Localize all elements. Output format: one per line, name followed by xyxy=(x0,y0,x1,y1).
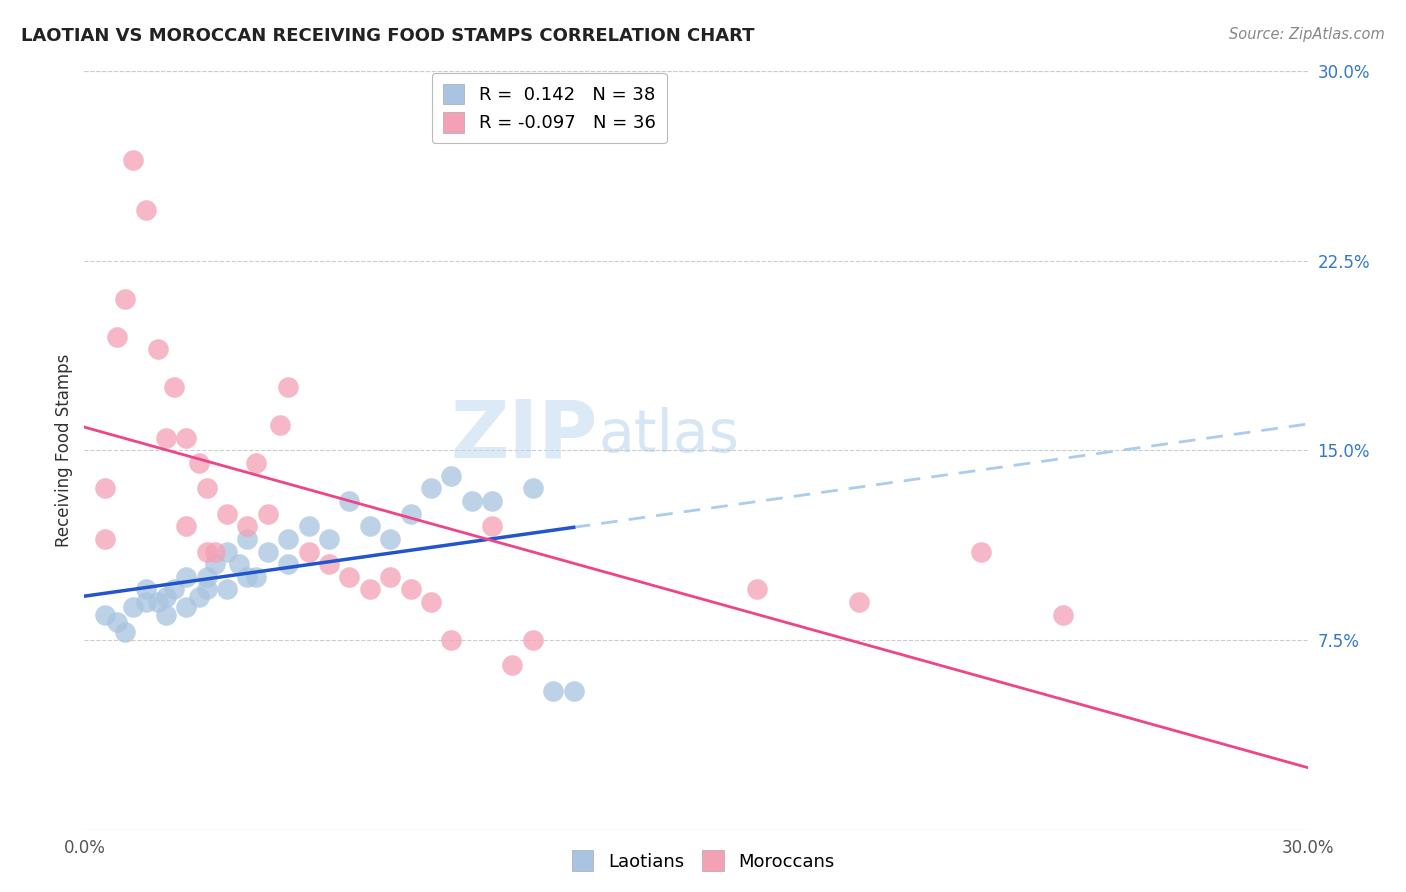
Point xyxy=(217,544,239,558)
Point xyxy=(105,330,128,344)
Point xyxy=(236,570,259,584)
Point xyxy=(277,380,299,394)
Point xyxy=(105,615,128,630)
Point xyxy=(502,658,524,673)
Point xyxy=(174,431,197,445)
Point xyxy=(318,557,340,572)
Point xyxy=(543,683,565,698)
Point xyxy=(195,570,218,584)
Point xyxy=(204,544,226,558)
Point xyxy=(93,532,115,546)
Point xyxy=(245,570,267,584)
Legend: Laotians, Moroccans: Laotians, Moroccans xyxy=(564,843,842,879)
Point xyxy=(114,625,136,640)
Point xyxy=(277,532,299,546)
Point xyxy=(155,431,177,445)
Point xyxy=(135,203,157,218)
Point xyxy=(339,494,361,508)
Point xyxy=(236,519,259,533)
Point xyxy=(155,607,177,622)
Point xyxy=(380,570,402,584)
Point xyxy=(114,292,136,306)
Point xyxy=(187,590,209,604)
Point xyxy=(848,595,870,609)
Point xyxy=(122,600,145,615)
Point xyxy=(257,507,280,521)
Point xyxy=(174,519,197,533)
Point xyxy=(174,570,197,584)
Point xyxy=(195,544,218,558)
Point xyxy=(195,582,218,597)
Point xyxy=(163,380,186,394)
Point xyxy=(122,153,145,167)
Point xyxy=(187,456,209,470)
Point xyxy=(420,482,443,496)
Point xyxy=(399,507,422,521)
Point xyxy=(339,570,361,584)
Point xyxy=(146,343,169,357)
Point xyxy=(163,582,186,597)
Text: Source: ZipAtlas.com: Source: ZipAtlas.com xyxy=(1229,27,1385,42)
Point xyxy=(1052,607,1074,622)
Point xyxy=(481,519,503,533)
Point xyxy=(522,482,544,496)
Point xyxy=(146,595,169,609)
Point xyxy=(420,595,443,609)
Text: LAOTIAN VS MOROCCAN RECEIVING FOOD STAMPS CORRELATION CHART: LAOTIAN VS MOROCCAN RECEIVING FOOD STAMP… xyxy=(21,27,755,45)
Point xyxy=(461,494,484,508)
Legend: R =  0.142   N = 38, R = -0.097   N = 36: R = 0.142 N = 38, R = -0.097 N = 36 xyxy=(432,73,666,144)
Point xyxy=(228,557,250,572)
Point xyxy=(257,544,280,558)
Point xyxy=(380,532,402,546)
Point xyxy=(970,544,993,558)
Point xyxy=(359,582,381,597)
Point xyxy=(522,633,544,648)
Point xyxy=(93,607,115,622)
Point xyxy=(318,532,340,546)
Y-axis label: Receiving Food Stamps: Receiving Food Stamps xyxy=(55,354,73,547)
Point xyxy=(298,519,321,533)
Point xyxy=(245,456,267,470)
Point xyxy=(217,582,239,597)
Point xyxy=(204,557,226,572)
Point xyxy=(269,418,291,433)
Point xyxy=(135,582,157,597)
Point xyxy=(481,494,503,508)
Point xyxy=(399,582,422,597)
Point xyxy=(277,557,299,572)
Point xyxy=(135,595,157,609)
Point xyxy=(440,468,463,483)
Point xyxy=(562,683,585,698)
Point xyxy=(174,600,197,615)
Point xyxy=(155,590,177,604)
Point xyxy=(747,582,769,597)
Point xyxy=(217,507,239,521)
Point xyxy=(298,544,321,558)
Point xyxy=(93,482,115,496)
Point xyxy=(440,633,463,648)
Point xyxy=(236,532,259,546)
Text: ZIP: ZIP xyxy=(451,396,598,475)
Point xyxy=(359,519,381,533)
Point xyxy=(195,482,218,496)
Text: atlas: atlas xyxy=(598,407,740,464)
